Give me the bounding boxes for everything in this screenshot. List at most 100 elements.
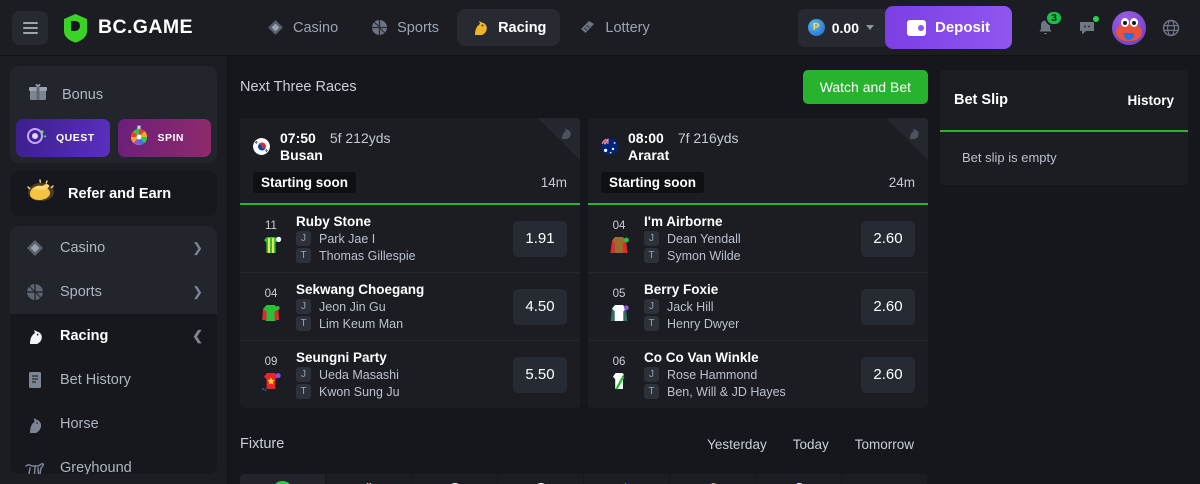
nav-item-racing[interactable]: Racing [457, 9, 561, 46]
fixture-tab-gb[interactable] [326, 474, 412, 484]
coin-p-icon: P [807, 19, 825, 36]
runner-number: 04 [612, 220, 626, 233]
globe-icon [1162, 19, 1180, 36]
runner-number: 05 [612, 288, 626, 301]
fixture-tab-au[interactable] [584, 474, 670, 484]
odds-button[interactable]: 2.60 [861, 288, 915, 325]
runner-row[interactable]: 09 Seungni Party J Ueda Masashi [240, 341, 580, 408]
hamburger-icon[interactable] [12, 10, 48, 45]
race-time: 08:00 [628, 130, 664, 146]
trainer-row: T Henry Dwyer [644, 316, 853, 331]
section-title: Next Three Races [240, 79, 357, 95]
sidebar-promo-quest-label: QUEST [56, 132, 95, 144]
fixture-tab-ie[interactable] [412, 474, 498, 484]
green-red-silk [259, 302, 283, 324]
nav-item-sports[interactable]: Sports [356, 9, 453, 46]
nav-item-casino[interactable]: Casino [252, 9, 352, 46]
notification-count-badge: 3 [1045, 9, 1063, 26]
sidebar-label-greyhound: Greyhound [60, 460, 132, 474]
odds-button[interactable]: 2.60 [861, 356, 915, 393]
odds-button[interactable]: 5.50 [513, 356, 567, 393]
avatar [1112, 10, 1146, 45]
fixture-tab-us[interactable] [670, 474, 756, 484]
deposit-button[interactable]: Deposit [884, 6, 1012, 49]
race-countdown: 14m [540, 175, 567, 190]
greyhound-icon [24, 460, 46, 474]
sidebar-promo-spin[interactable]: SPIN [117, 119, 211, 157]
fixture-title: Fixture [240, 436, 285, 452]
sidebar-item-casino[interactable]: Casino ❯ [10, 226, 217, 271]
notifications-button[interactable]: 3 [1026, 9, 1064, 47]
odds-button[interactable]: 2.60 [861, 220, 915, 257]
race-card-top: 07:50 5f 212yds Busan [253, 130, 567, 163]
odds-button[interactable]: 4.50 [513, 288, 567, 325]
race-meta: 08:00 7f 216yds Ararat [628, 130, 739, 163]
bet-slip-history-tab[interactable]: History [1127, 92, 1174, 108]
race-venue: Busan [280, 147, 323, 163]
fixture-tab-more[interactable] [842, 474, 928, 484]
race-countdown: 24m [888, 175, 915, 190]
runner-number: 06 [612, 356, 626, 369]
runner-row[interactable]: 05 Berry Foxie J Jack Hill [588, 273, 928, 341]
runner-silk-column: 06 [598, 357, 640, 392]
white-green-sash-silk [607, 370, 631, 392]
sidebar-item-racing[interactable]: Racing ❮ [10, 314, 217, 358]
sidebar-item-refer-and-earn[interactable]: Refer and Earn [10, 171, 217, 217]
chevron-right-icon: ❯ [192, 240, 203, 256]
sidebar-label-horse: Horse [60, 416, 99, 433]
nav-label-lottery: Lottery [605, 19, 650, 36]
sidebar-item-bet-history[interactable]: Bet History [10, 358, 217, 402]
red-star-purple-silk [259, 370, 283, 392]
trainer-tag: T [296, 248, 311, 263]
chat-online-dot [1092, 14, 1100, 23]
nav-item-lottery[interactable]: Lottery [564, 9, 663, 46]
page-body: Bonus QUEST [0, 56, 1200, 484]
kr-flag [253, 138, 270, 155]
sidebar-item-horse[interactable]: Horse [10, 402, 217, 446]
brand-logo-link[interactable]: BC.GAME [62, 13, 193, 43]
race-card-corner [538, 118, 580, 160]
language-button[interactable] [1152, 9, 1190, 47]
jockey-row: J Rose Hammond [644, 367, 853, 382]
top-navigation: Casino Sports Racing Lottery [252, 9, 664, 46]
balance-selector[interactable]: P 0.00 [797, 8, 885, 47]
profile-button[interactable] [1110, 9, 1148, 47]
trainer-row: T Lim Keum Man [296, 316, 505, 331]
fixture-day-today[interactable]: Today [792, 436, 829, 452]
race-card-header[interactable]: 07:50 5f 212yds Busan Starting soon 14m [240, 118, 580, 205]
fixture-header: Fixture Yesterday Today Tomorrow [240, 428, 928, 460]
trainer-name: Lim Keum Man [319, 316, 404, 331]
trainer-name: Thomas Gillespie [319, 248, 416, 263]
status-badge: Starting soon [601, 172, 704, 193]
main-content: Next Three Races Watch and Bet [228, 56, 940, 484]
topbar-icon-group: 3 [1026, 9, 1190, 47]
jockey-name: Park Jae I [319, 231, 376, 246]
trainer-name: Kwon Sung Ju [319, 384, 400, 399]
horse-head-icon [471, 18, 490, 37]
watch-and-bet-button[interactable]: Watch and Bet [802, 70, 928, 104]
jockey-name: Rose Hammond [667, 367, 758, 382]
sidebar-item-bonus[interactable]: Bonus [16, 72, 211, 117]
bet-slip-body: Bet slip is empty [940, 132, 1188, 185]
runner-info: Berry Foxie J Jack Hill T Henry Dwyer [640, 282, 853, 331]
sidebar-item-sports[interactable]: Sports ❯ [10, 270, 217, 315]
gift-icon [28, 82, 48, 107]
casino-diamond-icon [24, 239, 46, 257]
race-card-header[interactable]: 08:00 7f 216yds Ararat Starting soon 24m [588, 118, 928, 205]
sidebar-refer-label: Refer and Earn [68, 185, 172, 202]
sidebar-item-greyhound[interactable]: Greyhound [10, 446, 217, 474]
fixture-day-yesterday[interactable]: Yesterday [707, 436, 767, 452]
chat-icon [1080, 21, 1094, 34]
runner-row[interactable]: 06 Co Co Van Winkle J Rose Hammond [588, 341, 928, 408]
sidebar-promo-quest[interactable]: QUEST [16, 119, 110, 157]
runner-row[interactable]: 04 I'm Airborne J Dean Yendall [588, 205, 928, 273]
odds-button[interactable]: 1.91 [513, 220, 567, 257]
avatar-face [1116, 22, 1142, 41]
fixture-tab-kr[interactable] [498, 474, 584, 484]
runner-row[interactable]: 11 Ruby Stone J Park Jae I [240, 205, 580, 273]
chat-button[interactable] [1068, 9, 1106, 47]
fixture-day-tomorrow[interactable]: Tomorrow [854, 436, 914, 452]
fixture-tab-cl[interactable] [756, 474, 842, 484]
runner-row[interactable]: 04 Sekwang Choegang J Jeon Jin Gu [240, 273, 580, 341]
fixture-tab-all[interactable] [240, 474, 326, 484]
